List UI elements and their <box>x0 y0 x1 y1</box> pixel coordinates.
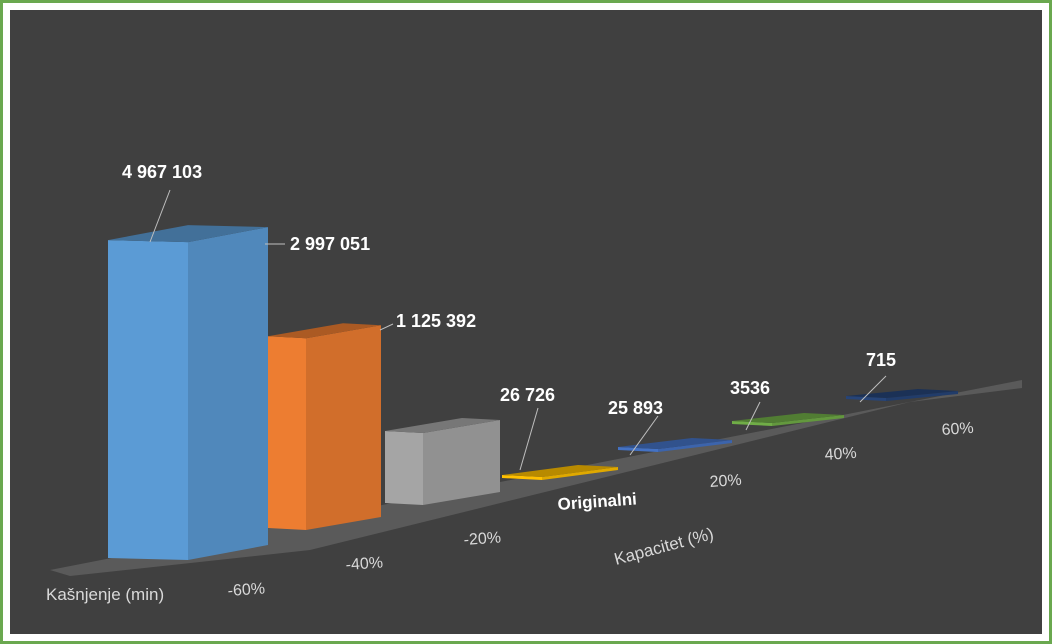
chart-bars <box>108 225 958 560</box>
bar-front <box>732 421 772 426</box>
y-axis-title: Kašnjenje (min) <box>46 585 164 604</box>
bar-top <box>385 417 500 433</box>
bar-top <box>732 413 844 423</box>
value-label-leader <box>379 323 394 331</box>
chart-tick-labels: -60% -40% -20% Originalni 20% 40% 60% <box>227 420 974 600</box>
value-label: 25 893 <box>608 398 663 418</box>
value-label: 715 <box>866 350 896 370</box>
value-label: 3536 <box>730 378 770 398</box>
x-tick-label: -20% <box>463 529 501 549</box>
x-tick-label: -60% <box>227 580 265 600</box>
chart-leader-lines <box>149 189 887 471</box>
bar-front <box>846 396 886 401</box>
value-label-leader <box>859 375 887 403</box>
bar-front <box>618 447 658 452</box>
value-label-leader <box>149 189 171 243</box>
x-tick-label: 40% <box>824 445 857 464</box>
bar-top <box>268 323 381 339</box>
x-tick-label: 60% <box>941 420 974 439</box>
value-label-leader <box>745 401 761 431</box>
bar <box>108 225 268 560</box>
x-axis-title: Kapacitet (%) <box>612 524 715 569</box>
bar <box>846 389 958 401</box>
value-label: 1 125 392 <box>396 311 476 331</box>
bar-side <box>542 467 618 480</box>
bar-side <box>658 440 732 452</box>
bar-front <box>502 475 542 480</box>
chart-3d-column: 4 967 103 2 997 051 1 125 392 26 726 25 893 3… <box>46 162 1022 604</box>
bar-top <box>618 438 732 449</box>
bar <box>618 438 732 452</box>
value-label: 4 967 103 <box>122 162 202 182</box>
bar-side <box>188 227 268 560</box>
value-label-leader <box>629 415 659 456</box>
bar-top <box>502 465 618 477</box>
bar-top <box>108 225 268 243</box>
bar-side <box>306 325 381 530</box>
bar <box>732 413 844 426</box>
x-tick-label: -40% <box>345 554 383 574</box>
bar-front <box>385 430 423 505</box>
chart-value-labels: 4 967 103 2 997 051 1 125 392 26 726 25 893 3… <box>122 162 896 418</box>
value-label: 26 726 <box>500 385 555 405</box>
bar <box>268 323 381 530</box>
bar-side <box>886 391 958 401</box>
bar-side <box>772 415 844 426</box>
bar-front <box>268 336 306 530</box>
bar-side <box>423 419 500 505</box>
x-tick-label: 20% <box>709 472 742 491</box>
bar <box>385 417 500 505</box>
bar-top <box>846 389 958 398</box>
value-label: 2 997 051 <box>290 234 370 254</box>
bar-front <box>108 240 188 560</box>
bar <box>502 465 618 480</box>
x-tick-label: Originalni <box>557 490 637 514</box>
value-label-leader <box>519 407 539 471</box>
chart-panel: 4 967 103 2 997 051 1 125 392 26 726 25 893 3… <box>10 10 1042 634</box>
